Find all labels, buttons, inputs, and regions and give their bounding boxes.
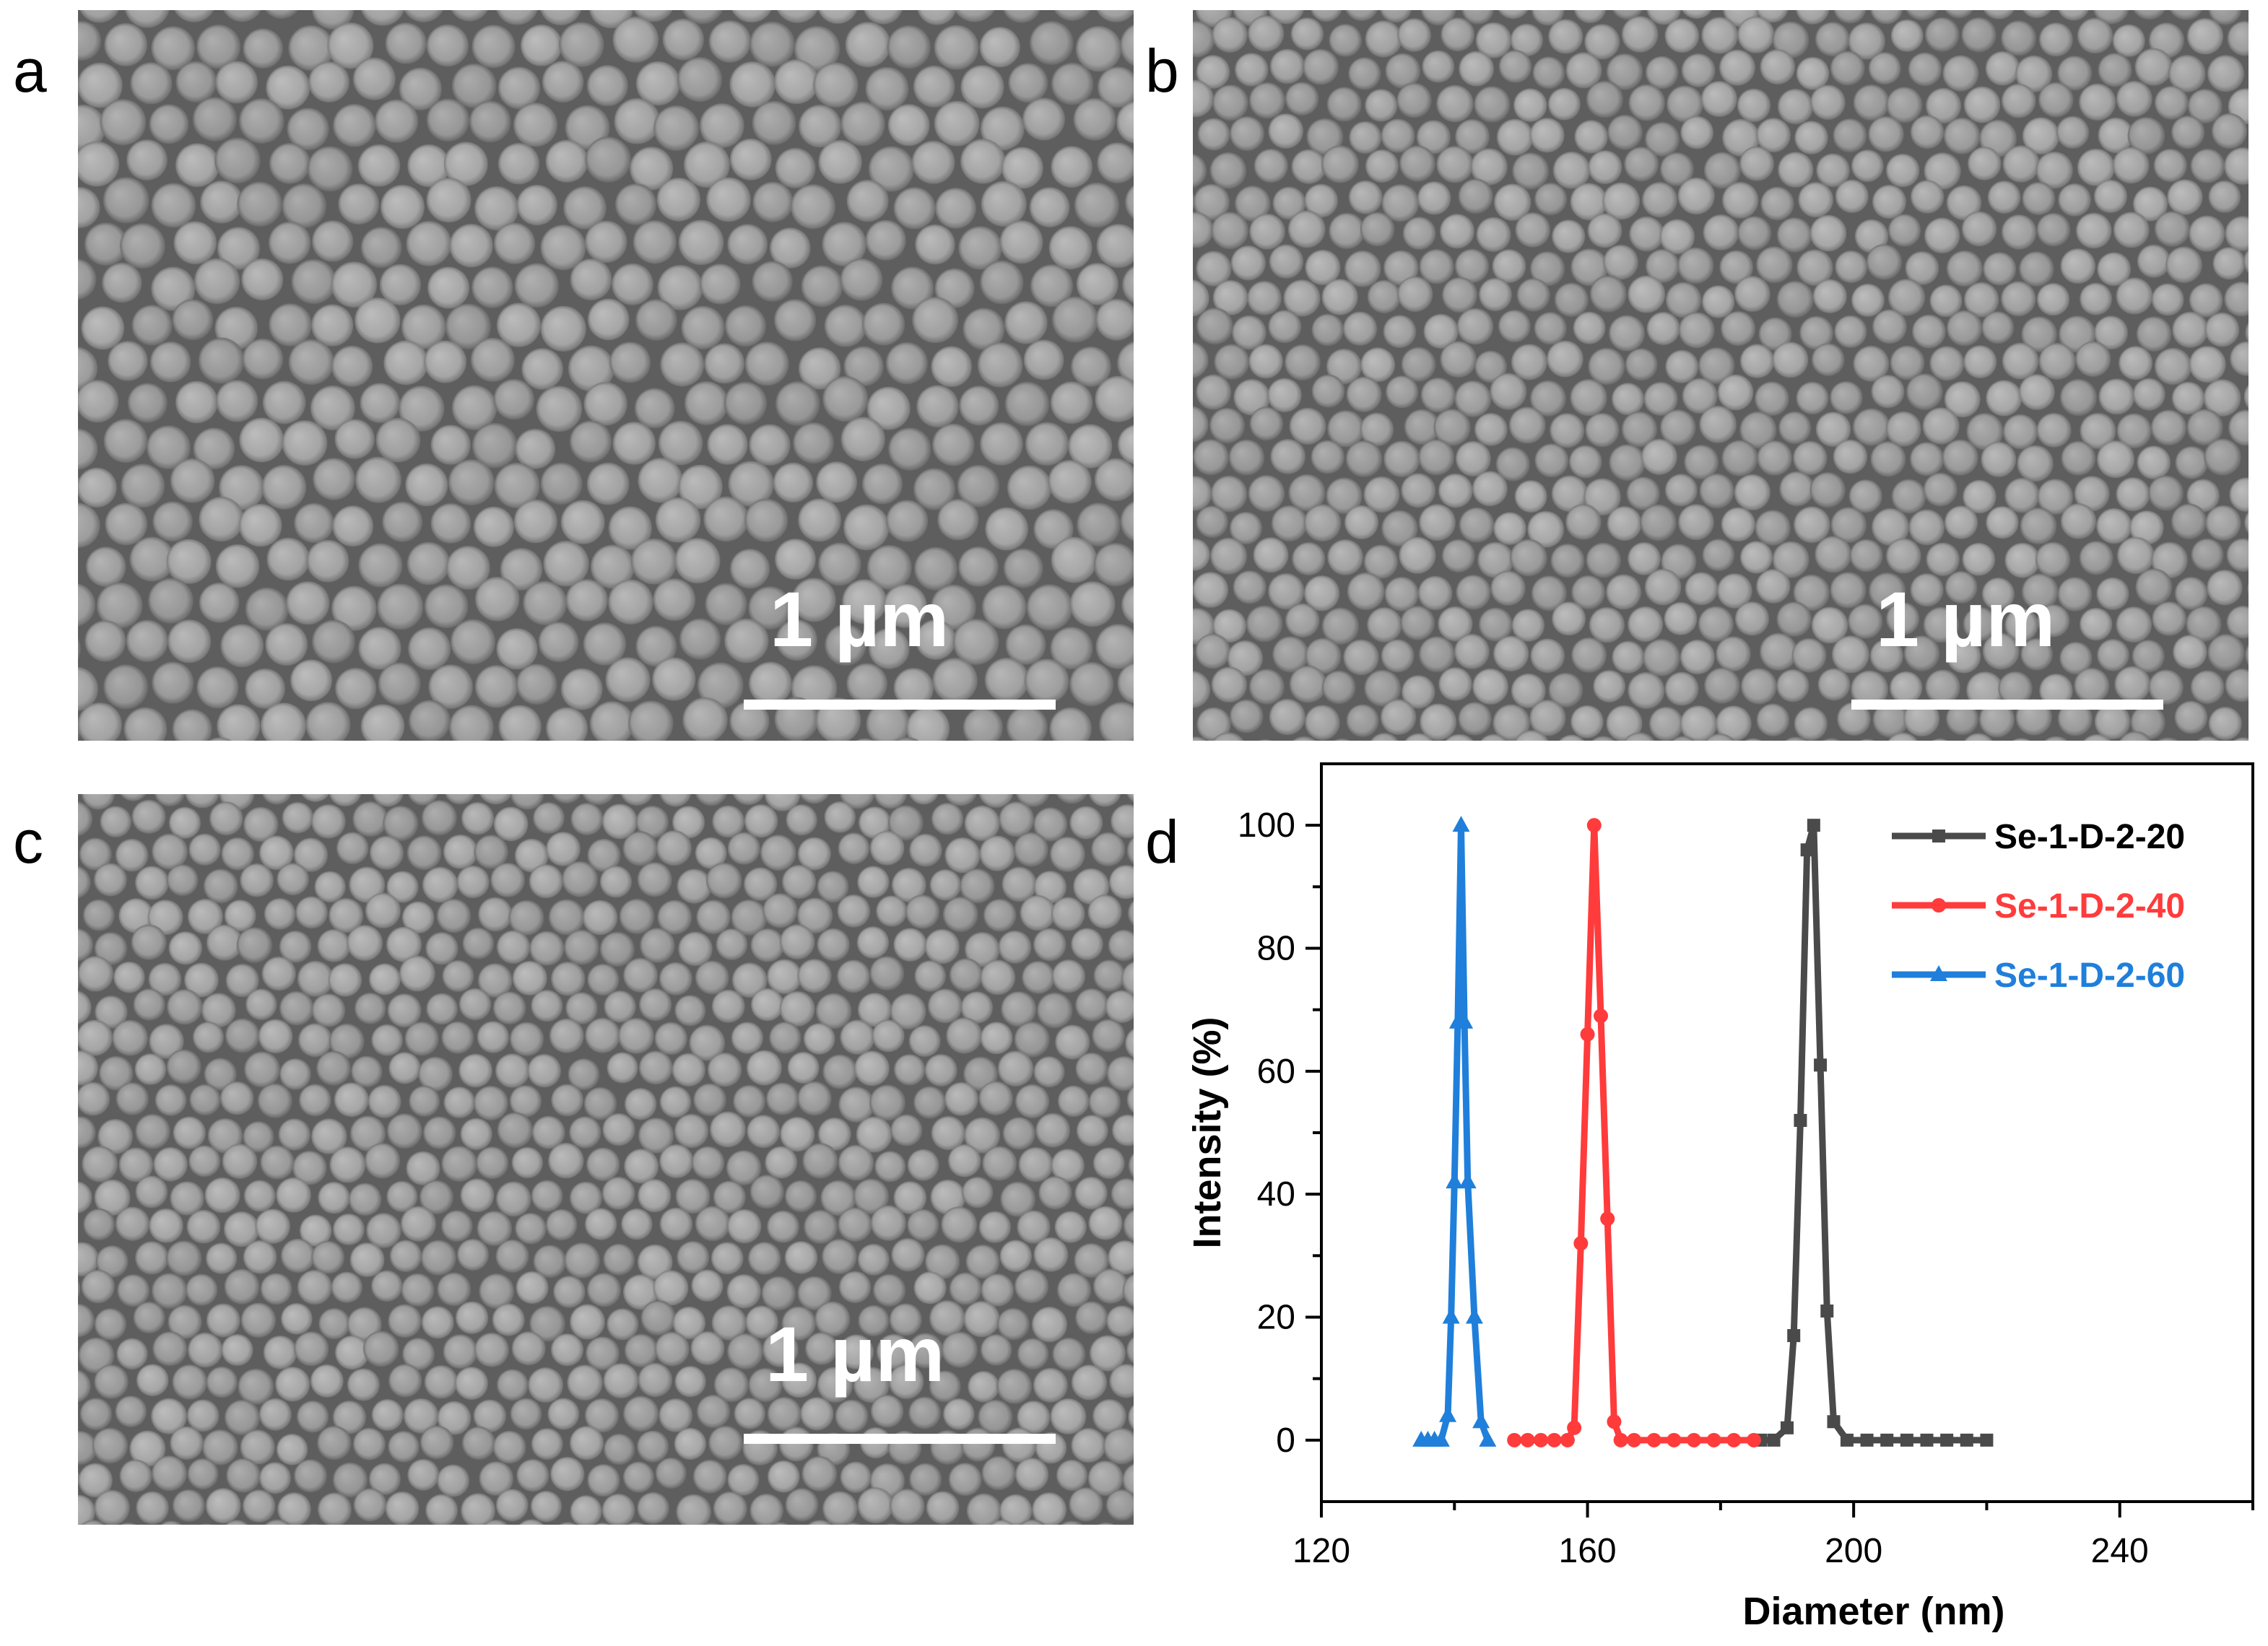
data-point-1 [1800,843,1814,857]
legend-label-3: Se-1-D-2-60 [1994,957,2185,995]
data-point-3 [1432,1430,1450,1447]
data-point-1 [1960,1433,1973,1447]
x-tick-label: 120 [1292,1532,1350,1570]
data-point-2 [1646,1432,1661,1447]
panel-label-a: a [13,37,47,105]
scale-bar-b [1851,700,2163,710]
data-point-2 [1746,1432,1761,1447]
data-point-1 [1860,1433,1874,1447]
x-tick-label: 200 [1825,1532,1882,1570]
sem-image-c: 1 µm [78,794,1134,1525]
data-point-1 [1794,1113,1807,1127]
x-axis-label: Diameter (nm) [1742,1590,2004,1633]
data-point-1 [1840,1433,1854,1447]
series-line-3 [1421,822,1491,1444]
data-point-3 [1479,1430,1497,1447]
data-point-2 [1534,1432,1549,1447]
x-tick-label: 240 [2091,1532,2149,1570]
y-axis-label: Intensity (%) [1186,1016,1229,1248]
x-tick-label: 160 [1559,1532,1617,1570]
data-point-1 [1980,1433,1994,1447]
sem-texture-a [78,10,1134,741]
scale-bar-label-b: 1 µm [1876,575,2056,663]
sem-image-a: 1 µm [78,10,1134,741]
data-point-2 [1607,1414,1622,1429]
y-tick-label: 0 [1276,1421,1295,1460]
data-point-1 [1807,819,1820,832]
data-point-1 [1767,1433,1781,1447]
data-point-2 [1547,1432,1562,1447]
data-point-2 [1667,1432,1682,1447]
scale-bar-a [744,700,1056,710]
data-point-3 [1465,1307,1483,1324]
data-point-3 [1472,1412,1490,1429]
scale-bar-label-c: 1 µm [765,1310,945,1398]
data-point-3 [1439,1406,1457,1422]
data-point-1 [1940,1433,1954,1447]
data-point-2 [1520,1432,1535,1447]
panel-label-b: b [1145,37,1179,105]
data-point-1 [1900,1433,1913,1447]
data-point-3 [1459,1172,1477,1189]
legend-label-2: Se-1-D-2-40 [1994,887,2185,926]
data-point-2 [1560,1432,1575,1447]
legend-marker-2 [1932,898,1946,913]
y-tick-label: 100 [1238,806,1295,845]
data-point-2 [1567,1420,1582,1435]
data-point-3 [1456,1012,1474,1029]
intensity-diameter-chart: 120 160 200 240 0 20 40 60 80 100 Diameter (nm) Int… [1186,762,2254,1633]
y-tick-label: 40 [1257,1175,1295,1214]
scale-bar-c [744,1434,1056,1444]
data-point-2 [1580,1027,1595,1042]
data-point-2 [1594,1009,1608,1024]
legend-label-1: Se-1-D-2-20 [1994,818,2185,856]
legend-marker-1 [1932,829,1945,842]
series-line-2 [1514,822,1754,1444]
data-point-1 [1827,1415,1841,1429]
sem-texture-c [78,794,1134,1525]
data-point-1 [1920,1433,1934,1447]
data-point-2 [1586,818,1602,833]
data-point-2 [1687,1432,1701,1447]
legend-marker-3 [1930,965,1947,981]
data-point-1 [1781,1421,1794,1434]
y-tick-label: 60 [1257,1053,1295,1091]
data-point-2 [1627,1432,1642,1447]
data-point-1 [1820,1304,1834,1318]
data-point-3 [1442,1307,1460,1324]
series-line-1 [1760,822,1987,1444]
panel-label-d: d [1145,808,1179,876]
data-point-2 [1706,1432,1721,1447]
data-point-2 [1613,1432,1628,1447]
sem-image-b: 1 µm [1193,10,2249,741]
data-point-2 [1726,1432,1742,1447]
panel-label-c: c [13,808,43,876]
data-point-1 [1787,1329,1801,1343]
y-tick-label: 20 [1257,1299,1295,1337]
data-point-2 [1507,1432,1522,1447]
data-point-3 [1446,1172,1464,1189]
data-point-1 [1814,1058,1828,1072]
data-point-2 [1573,1236,1589,1251]
scale-bar-label-a: 1 µm [770,575,950,663]
data-point-1 [1880,1433,1894,1447]
sem-texture-b [1193,10,2249,741]
data-point-2 [1600,1211,1615,1227]
data-point-3 [1452,816,1470,832]
y-tick-label: 80 [1257,930,1295,968]
